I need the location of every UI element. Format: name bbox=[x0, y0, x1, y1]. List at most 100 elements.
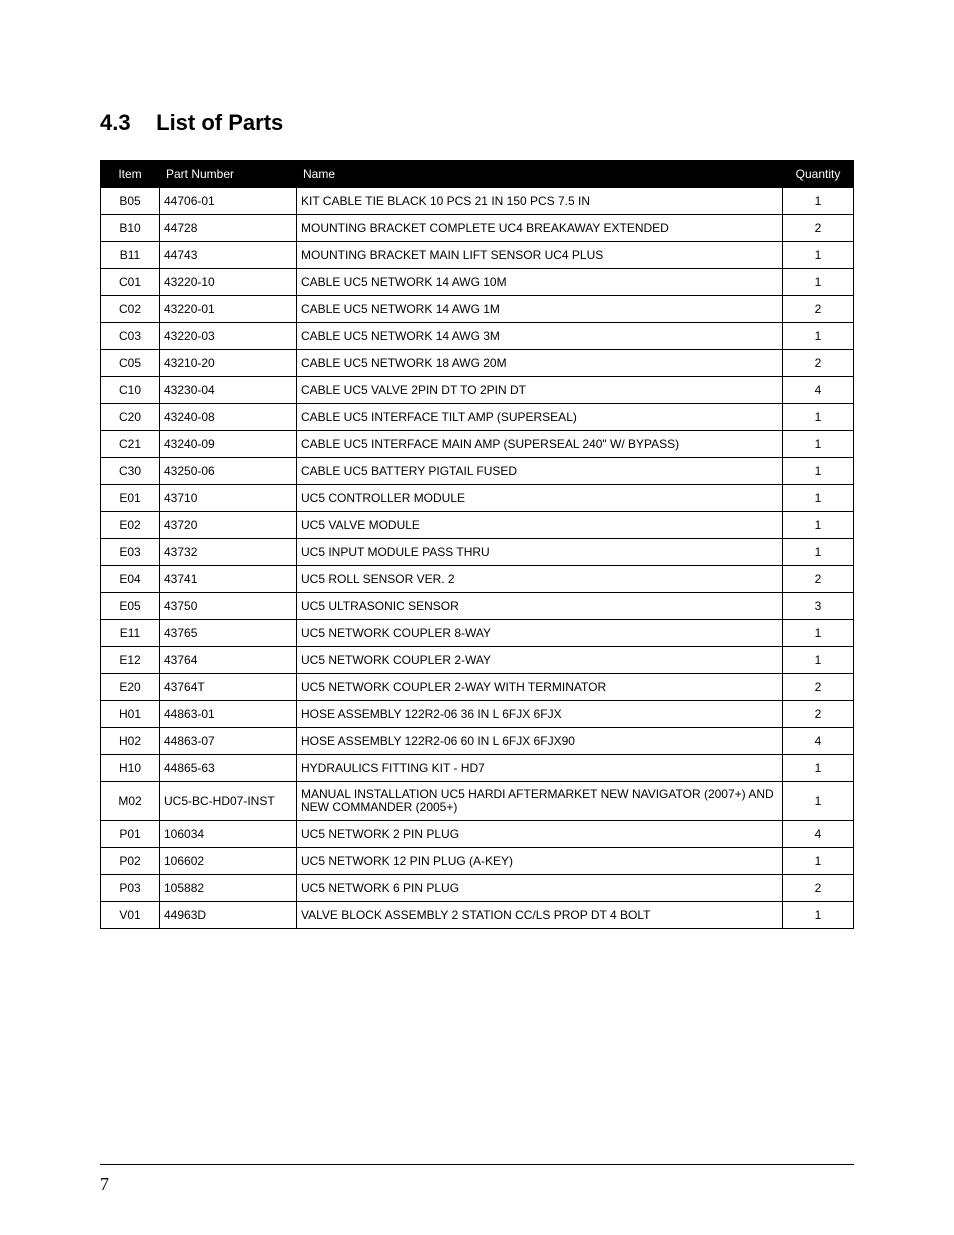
page-number: 7 bbox=[100, 1174, 109, 1195]
cell-part-number: 43240-09 bbox=[160, 431, 297, 458]
table-row: P01106034UC5 NETWORK 2 PIN PLUG4 bbox=[101, 821, 854, 848]
parts-table-header-row: Item Part Number Name Quantity bbox=[101, 161, 854, 188]
cell-item: B10 bbox=[101, 215, 160, 242]
cell-part-number: 43220-01 bbox=[160, 296, 297, 323]
cell-name: CABLE UC5 NETWORK 18 AWG 20M bbox=[297, 350, 783, 377]
cell-item: C01 bbox=[101, 269, 160, 296]
cell-quantity: 1 bbox=[783, 539, 854, 566]
cell-item: E03 bbox=[101, 539, 160, 566]
cell-name: VALVE BLOCK ASSEMBLY 2 STATION CC/LS PRO… bbox=[297, 902, 783, 929]
table-row: H1044865-63HYDRAULICS FITTING KIT - HD71 bbox=[101, 755, 854, 782]
cell-part-number: 43220-03 bbox=[160, 323, 297, 350]
cell-item: H10 bbox=[101, 755, 160, 782]
cell-item: B05 bbox=[101, 188, 160, 215]
cell-item: V01 bbox=[101, 902, 160, 929]
cell-name: UC5 NETWORK COUPLER 2-WAY bbox=[297, 647, 783, 674]
cell-part-number: UC5-BC-HD07-INST bbox=[160, 782, 297, 821]
cell-quantity: 1 bbox=[783, 620, 854, 647]
table-row: C0143220-10CABLE UC5 NETWORK 14 AWG 10M1 bbox=[101, 269, 854, 296]
table-row: C0343220-03CABLE UC5 NETWORK 14 AWG 3M1 bbox=[101, 323, 854, 350]
cell-quantity: 2 bbox=[783, 215, 854, 242]
col-header-part-number: Part Number bbox=[160, 161, 297, 188]
section-number: 4.3 bbox=[100, 110, 150, 136]
col-header-name: Name bbox=[297, 161, 783, 188]
cell-quantity: 1 bbox=[783, 188, 854, 215]
cell-part-number: 44706-01 bbox=[160, 188, 297, 215]
table-row: E0343732UC5 INPUT MODULE PASS THRU1 bbox=[101, 539, 854, 566]
table-row: E0543750UC5 ULTRASONIC SENSOR3 bbox=[101, 593, 854, 620]
cell-item: H01 bbox=[101, 701, 160, 728]
cell-part-number: 43732 bbox=[160, 539, 297, 566]
table-row: C2043240-08CABLE UC5 INTERFACE TILT AMP … bbox=[101, 404, 854, 431]
footer-rule bbox=[100, 1164, 854, 1165]
section-title: List of Parts bbox=[156, 110, 283, 135]
cell-item: M02 bbox=[101, 782, 160, 821]
cell-name: HYDRAULICS FITTING KIT - HD7 bbox=[297, 755, 783, 782]
cell-quantity: 2 bbox=[783, 296, 854, 323]
cell-name: UC5 NETWORK COUPLER 8-WAY bbox=[297, 620, 783, 647]
table-row: C0243220-01CABLE UC5 NETWORK 14 AWG 1M2 bbox=[101, 296, 854, 323]
table-row: C3043250-06CABLE UC5 BATTERY PIGTAIL FUS… bbox=[101, 458, 854, 485]
table-row: E2043764TUC5 NETWORK COUPLER 2-WAY WITH … bbox=[101, 674, 854, 701]
cell-part-number: 43764 bbox=[160, 647, 297, 674]
cell-quantity: 2 bbox=[783, 350, 854, 377]
cell-item: P03 bbox=[101, 875, 160, 902]
cell-name: UC5 NETWORK 12 PIN PLUG (A-KEY) bbox=[297, 848, 783, 875]
table-row: V0144963DVALVE BLOCK ASSEMBLY 2 STATION … bbox=[101, 902, 854, 929]
cell-item: P02 bbox=[101, 848, 160, 875]
cell-item: E02 bbox=[101, 512, 160, 539]
cell-item: C20 bbox=[101, 404, 160, 431]
cell-quantity: 4 bbox=[783, 377, 854, 404]
cell-quantity: 2 bbox=[783, 875, 854, 902]
cell-part-number: 43250-06 bbox=[160, 458, 297, 485]
cell-quantity: 1 bbox=[783, 323, 854, 350]
cell-part-number: 106602 bbox=[160, 848, 297, 875]
cell-item: E11 bbox=[101, 620, 160, 647]
cell-part-number: 43750 bbox=[160, 593, 297, 620]
table-row: B0544706-01KIT CABLE TIE BLACK 10 PCS 21… bbox=[101, 188, 854, 215]
cell-name: UC5 NETWORK 6 PIN PLUG bbox=[297, 875, 783, 902]
cell-quantity: 4 bbox=[783, 728, 854, 755]
table-row: E0243720UC5 VALVE MODULE1 bbox=[101, 512, 854, 539]
cell-part-number: 43710 bbox=[160, 485, 297, 512]
cell-name: CABLE UC5 NETWORK 14 AWG 1M bbox=[297, 296, 783, 323]
table-row: E1143765UC5 NETWORK COUPLER 8-WAY1 bbox=[101, 620, 854, 647]
cell-item: C03 bbox=[101, 323, 160, 350]
cell-quantity: 2 bbox=[783, 566, 854, 593]
cell-part-number: 44743 bbox=[160, 242, 297, 269]
cell-name: CABLE UC5 NETWORK 14 AWG 10M bbox=[297, 269, 783, 296]
cell-item: C10 bbox=[101, 377, 160, 404]
parts-table-head: Item Part Number Name Quantity bbox=[101, 161, 854, 188]
cell-part-number: 43210-20 bbox=[160, 350, 297, 377]
cell-part-number: 43764T bbox=[160, 674, 297, 701]
cell-item: C02 bbox=[101, 296, 160, 323]
cell-quantity: 1 bbox=[783, 848, 854, 875]
cell-item: E12 bbox=[101, 647, 160, 674]
cell-quantity: 1 bbox=[783, 431, 854, 458]
table-row: E1243764UC5 NETWORK COUPLER 2-WAY1 bbox=[101, 647, 854, 674]
cell-name: MANUAL INSTALLATION UC5 HARDI AFTERMARKE… bbox=[297, 782, 783, 821]
cell-part-number: 44963D bbox=[160, 902, 297, 929]
cell-part-number: 44865-63 bbox=[160, 755, 297, 782]
table-row: E0443741UC5 ROLL SENSOR VER. 22 bbox=[101, 566, 854, 593]
cell-part-number: 43720 bbox=[160, 512, 297, 539]
section-heading: 4.3 List of Parts bbox=[100, 110, 854, 136]
cell-item: C30 bbox=[101, 458, 160, 485]
cell-quantity: 2 bbox=[783, 674, 854, 701]
table-row: H0144863-01HOSE ASSEMBLY 122R2-06 36 IN … bbox=[101, 701, 854, 728]
cell-name: UC5 ULTRASONIC SENSOR bbox=[297, 593, 783, 620]
cell-quantity: 3 bbox=[783, 593, 854, 620]
cell-part-number: 106034 bbox=[160, 821, 297, 848]
table-row: B1144743MOUNTING BRACKET MAIN LIFT SENSO… bbox=[101, 242, 854, 269]
cell-part-number: 44863-01 bbox=[160, 701, 297, 728]
cell-part-number: 43741 bbox=[160, 566, 297, 593]
cell-name: MOUNTING BRACKET MAIN LIFT SENSOR UC4 PL… bbox=[297, 242, 783, 269]
cell-item: E20 bbox=[101, 674, 160, 701]
cell-name: UC5 VALVE MODULE bbox=[297, 512, 783, 539]
cell-name: UC5 INPUT MODULE PASS THRU bbox=[297, 539, 783, 566]
cell-quantity: 1 bbox=[783, 404, 854, 431]
document-page: 4.3 List of Parts Item Part Number Name … bbox=[0, 0, 954, 1235]
cell-part-number: 43765 bbox=[160, 620, 297, 647]
table-row: C0543210-20CABLE UC5 NETWORK 18 AWG 20M2 bbox=[101, 350, 854, 377]
table-row: E0143710UC5 CONTROLLER MODULE1 bbox=[101, 485, 854, 512]
